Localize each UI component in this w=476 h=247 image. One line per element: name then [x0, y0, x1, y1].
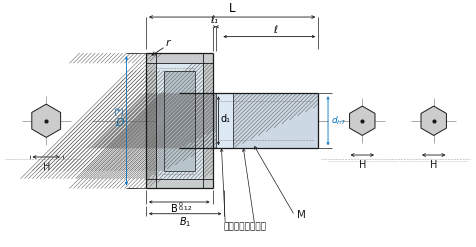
Bar	[146, 53, 213, 188]
Bar	[233, 93, 318, 148]
Text: H: H	[430, 160, 437, 170]
Polygon shape	[349, 106, 375, 135]
Text: H: H	[358, 160, 366, 170]
Text: B: B	[170, 204, 178, 214]
Bar	[179, 93, 217, 148]
Text: $B_1$: $B_1$	[179, 216, 191, 229]
Text: 0: 0	[178, 202, 182, 207]
Text: ℓ₁: ℓ₁	[210, 15, 218, 25]
Bar	[164, 71, 195, 171]
Polygon shape	[421, 106, 446, 135]
Text: r: r	[165, 39, 170, 48]
Text: グリースニップル: グリースニップル	[223, 223, 267, 231]
Bar	[179, 93, 318, 148]
Text: M: M	[297, 210, 306, 220]
Text: D: D	[116, 118, 125, 128]
Bar	[217, 93, 233, 148]
Text: d₁: d₁	[220, 114, 230, 124]
Text: (*): (*)	[114, 108, 125, 117]
Text: $d_{h7}$: $d_{h7}$	[331, 115, 346, 127]
Polygon shape	[32, 104, 60, 137]
Text: H: H	[42, 162, 50, 172]
Text: ℓ: ℓ	[273, 25, 277, 35]
Bar	[156, 63, 203, 179]
Text: 0.12: 0.12	[178, 206, 192, 211]
Text: L: L	[229, 2, 235, 15]
